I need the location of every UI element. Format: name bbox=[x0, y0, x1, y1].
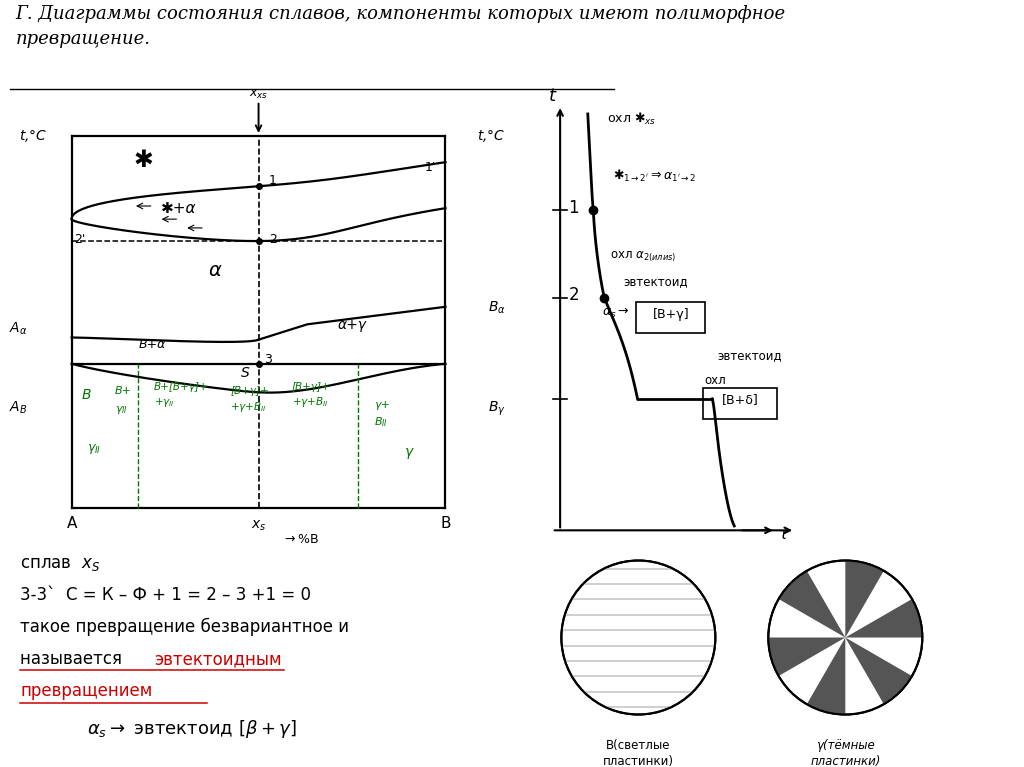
Text: $\gamma_{II}$: $\gamma_{II}$ bbox=[115, 404, 128, 416]
Text: эвтектоид: эвтектоид bbox=[624, 275, 688, 288]
Text: S: S bbox=[241, 366, 250, 380]
Text: $\alpha_s \rightarrow$ эвтектоид $[\beta + \gamma]$: $\alpha_s \rightarrow$ эвтектоид $[\beta… bbox=[87, 718, 297, 739]
Wedge shape bbox=[846, 599, 923, 637]
Circle shape bbox=[768, 561, 923, 715]
Text: [B+γ]+: [B+γ]+ bbox=[292, 382, 331, 392]
Text: α: α bbox=[209, 261, 221, 280]
Text: γ: γ bbox=[404, 445, 413, 459]
Text: $t$,°C: $t$,°C bbox=[19, 128, 47, 144]
Text: $\gamma_{II}$: $\gamma_{II}$ bbox=[87, 443, 101, 456]
Text: [B+γ]: [B+γ] bbox=[652, 308, 689, 321]
Text: 1: 1 bbox=[568, 199, 579, 216]
Text: Г. Диаграммы состояния сплавов, компоненты которых имеют полиморфное
превращение: Г. Диаграммы состояния сплавов, компонен… bbox=[15, 5, 785, 48]
Wedge shape bbox=[846, 637, 912, 704]
Text: охл ✱$_{xs}$: охл ✱$_{xs}$ bbox=[607, 110, 656, 127]
Text: 3: 3 bbox=[264, 353, 271, 366]
Text: $B_\gamma$: $B_\gamma$ bbox=[487, 400, 506, 418]
Text: называется: называется bbox=[20, 650, 128, 668]
Circle shape bbox=[561, 561, 716, 715]
Wedge shape bbox=[807, 637, 846, 715]
Text: $x_s$: $x_s$ bbox=[251, 518, 266, 532]
Wedge shape bbox=[768, 637, 846, 676]
Text: $A_\alpha$: $A_\alpha$ bbox=[8, 321, 28, 337]
Text: $t$: $t$ bbox=[548, 87, 557, 105]
Text: такое превращение безвариантное и: такое превращение безвариантное и bbox=[20, 617, 349, 636]
Text: B: B bbox=[440, 516, 451, 531]
Text: эвтектоидным: эвтектоидным bbox=[155, 650, 283, 668]
Text: 2': 2' bbox=[74, 233, 86, 246]
Text: B(светлые
пластинки): B(светлые пластинки) bbox=[603, 739, 674, 767]
Text: $B_\alpha$: $B_\alpha$ bbox=[487, 299, 506, 315]
Text: τ: τ bbox=[778, 527, 787, 542]
Text: охл $\alpha_{2(или s)}$: охл $\alpha_{2(или s)}$ bbox=[610, 249, 676, 264]
Text: 1': 1' bbox=[425, 161, 436, 174]
Text: 3-3`  С = К – Ф + 1 = 2 – 3 +1 = 0: 3-3` С = К – Ф + 1 = 2 – 3 +1 = 0 bbox=[20, 586, 311, 604]
Text: 1: 1 bbox=[268, 174, 276, 187]
Text: ✱: ✱ bbox=[133, 147, 154, 172]
Text: $\alpha_s\rightarrow$: $\alpha_s\rightarrow$ bbox=[602, 305, 629, 320]
Text: B+: B+ bbox=[115, 387, 132, 397]
Text: [B+δ]: [B+δ] bbox=[722, 393, 758, 407]
Text: B+[B+γ]+: B+[B+γ]+ bbox=[154, 382, 208, 392]
Text: превращением: превращением bbox=[20, 682, 153, 700]
Text: $A_B$: $A_B$ bbox=[9, 400, 27, 416]
Text: +γ+$B_{II}$: +γ+$B_{II}$ bbox=[230, 400, 267, 414]
Text: +$\gamma_{II}$: +$\gamma_{II}$ bbox=[154, 397, 174, 410]
Text: α+γ: α+γ bbox=[338, 318, 367, 331]
Text: B+α: B+α bbox=[138, 338, 166, 351]
Text: ✱+α: ✱+α bbox=[162, 200, 197, 216]
Wedge shape bbox=[778, 571, 846, 637]
Text: 2: 2 bbox=[268, 233, 276, 246]
Text: γ(тёмные
пластинки): γ(тёмные пластинки) bbox=[810, 739, 881, 767]
Text: $✱_{1\to2'} \Rightarrow \alpha_{1'\to2}$: $✱_{1\to2'} \Rightarrow \alpha_{1'\to2}$ bbox=[612, 168, 696, 184]
Text: γ+: γ+ bbox=[374, 400, 390, 410]
Text: 2: 2 bbox=[568, 286, 579, 304]
FancyBboxPatch shape bbox=[636, 302, 706, 333]
Text: $B_{II}$: $B_{II}$ bbox=[374, 415, 388, 429]
Wedge shape bbox=[846, 561, 884, 637]
Text: $x_{xs}$: $x_{xs}$ bbox=[249, 87, 268, 100]
Text: B: B bbox=[82, 388, 91, 402]
Text: $\rightarrow$%B: $\rightarrow$%B bbox=[282, 534, 318, 546]
Text: сплав  $x_S$: сплав $x_S$ bbox=[20, 555, 100, 573]
Text: $t$,°C: $t$,°C bbox=[477, 128, 506, 144]
FancyBboxPatch shape bbox=[702, 388, 777, 419]
Text: [B+γ]+: [B+γ]+ bbox=[230, 387, 269, 397]
Text: +γ+$B_{II}$: +γ+$B_{II}$ bbox=[292, 396, 329, 410]
Text: эвтектоид: эвтектоид bbox=[718, 350, 782, 362]
Text: охл: охл bbox=[703, 374, 726, 387]
Text: A: A bbox=[67, 516, 77, 531]
